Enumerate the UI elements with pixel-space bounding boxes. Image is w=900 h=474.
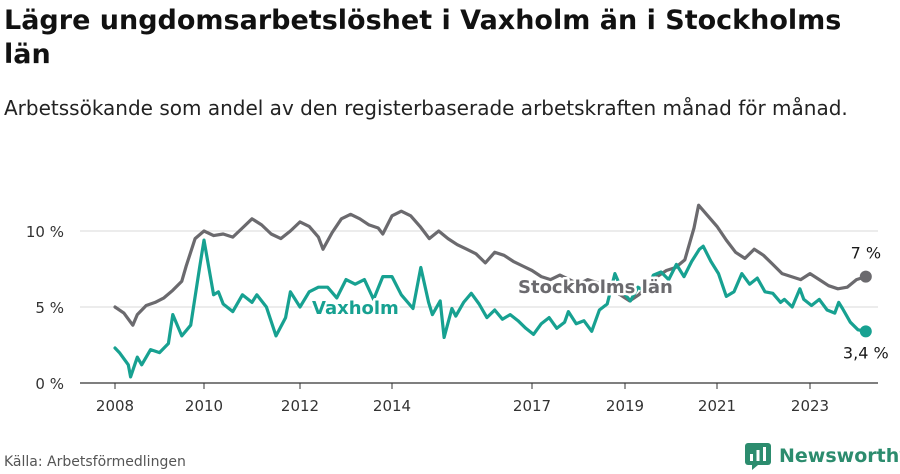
x-tick-label: 2023 (791, 397, 829, 415)
inline-label-vaxholm: Vaxholm (312, 298, 399, 319)
series-line-vaxholm-end-marker (859, 325, 872, 338)
inline-label-stockholms-lan-halo: Stockholms län (518, 277, 673, 298)
x-tick-label: 2010 (185, 397, 223, 415)
inline-label-stockholms-lan: Stockholms län (518, 277, 673, 298)
source-note: Källa: Arbetsförmedlingen (4, 454, 186, 470)
x-tick-label: 2021 (698, 397, 736, 415)
x-tick-label: 2008 (96, 397, 134, 415)
chart-subtitle: Arbetssökande som andel av den registerb… (4, 96, 848, 120)
series-line-stockholms-lan (113, 203, 868, 327)
end-label-stockholms-lan: 7 % (851, 244, 881, 263)
chart-title: Lägre ungdomsarbetslöshet i Vaxholm än i… (4, 5, 842, 70)
inline-label-vaxholm-halo: Vaxholm (312, 298, 399, 319)
x-tick-label: 2017 (513, 397, 551, 415)
brand-logo[interactable]: Newsworthy (744, 442, 900, 470)
y-tick-label: 0 % (35, 375, 64, 393)
newsworthy-logo-icon (745, 443, 771, 470)
series-line-stockholms-lan-end-marker (859, 270, 872, 283)
end-label-vaxholm: 3,4 % (843, 343, 889, 362)
y-tick-label: 5 % (35, 299, 64, 317)
x-tick-label: 2012 (281, 397, 319, 415)
y-tick-label: 10 % (26, 223, 64, 241)
x-tick-label: 2014 (373, 397, 411, 415)
series-layer (113, 203, 872, 379)
axes: 0 % 5 % 10 % 2008 2010 2012 2014 2017 2019 2021 20… (26, 223, 878, 415)
series-line-vaxholm (113, 238, 868, 379)
x-tick-label: 2019 (606, 397, 644, 415)
brand-name: Newsworthy (779, 445, 900, 467)
